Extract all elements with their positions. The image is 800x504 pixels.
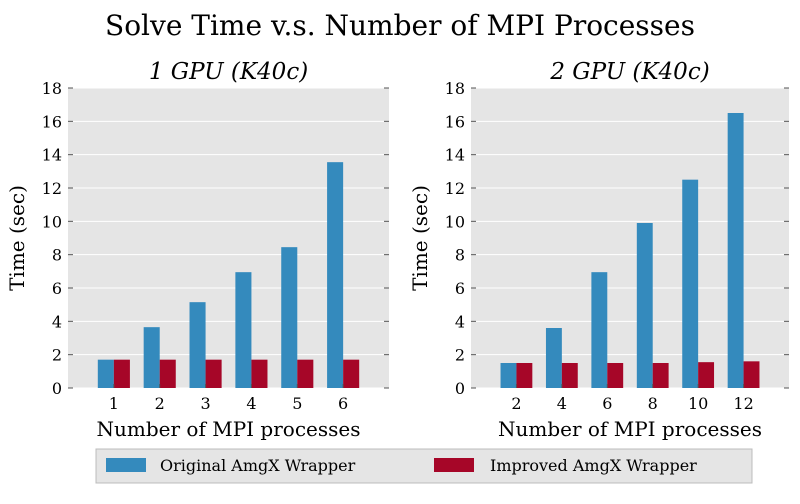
p2-xtick-label: 6 — [602, 394, 612, 413]
p2-ytick-label: 4 — [455, 312, 465, 331]
p1-xtick-label: 2 — [155, 394, 165, 413]
p2-ytick-label: 12 — [445, 179, 465, 198]
p2-ytick-label: 2 — [455, 346, 465, 365]
p2-xtick-label: 8 — [648, 394, 658, 413]
p2-ytick-label: 10 — [445, 212, 465, 231]
figure-title: Solve Time v.s. Number of MPI Processes — [105, 9, 695, 42]
p2-bar-improved — [607, 363, 624, 388]
p1-bar-improved — [205, 359, 222, 388]
p2-bar-original — [500, 363, 517, 388]
p2-xtick-label: 4 — [557, 394, 567, 413]
p1-bar-original — [281, 247, 298, 388]
p1-bar-original — [189, 302, 206, 388]
p1-ytick-label: 2 — [52, 346, 62, 365]
legend-swatch-original — [106, 458, 146, 472]
legend-label-original: Original AmgX Wrapper — [160, 456, 356, 475]
p1-bar-improved — [251, 359, 268, 388]
p2-bar-original — [545, 328, 562, 388]
p2-bar-improved — [652, 363, 669, 388]
legend: Original AmgX Wrapper Improved AmgX Wrap… — [95, 448, 753, 484]
p2-y-axis-label: Time (sec) — [408, 185, 432, 291]
p2-bar-original — [682, 179, 699, 388]
p2-xtick-label: 12 — [733, 394, 753, 413]
p2-bar-original — [636, 223, 653, 388]
p2-ytick-label: 0 — [455, 379, 465, 398]
p1-xtick-label: 4 — [246, 394, 256, 413]
legend-label-improved: Improved AmgX Wrapper — [490, 456, 697, 475]
p1-xtick-label: 1 — [109, 394, 119, 413]
p1-ytick-label: 18 — [42, 79, 62, 98]
p1-bar-original — [235, 272, 252, 388]
p2-ytick-label: 8 — [455, 246, 465, 265]
p1-ytick-label: 12 — [42, 179, 62, 198]
p1-ytick-label: 16 — [42, 112, 62, 131]
p1-ytick-label: 4 — [52, 312, 62, 331]
p1-ytick-label: 10 — [42, 212, 62, 231]
p1-ytick-label: 0 — [52, 379, 62, 398]
legend-frame — [95, 448, 753, 484]
p2-bar-original — [591, 272, 608, 388]
p1-ytick-label: 8 — [52, 246, 62, 265]
p1-panel-title: 1 GPU (K40c) — [149, 59, 308, 85]
p1-xtick-label: 5 — [292, 394, 302, 413]
p2-xtick-label: 10 — [688, 394, 708, 413]
p2-x-axis-label: Number of MPI processes — [498, 417, 762, 441]
panel-2gpu: 0 2 4 6 8 10 12 14 16 18 2 4 6 8 10 12 2 GPU (K40c) Numbe… — [408, 59, 789, 441]
p1-bar-improved — [297, 359, 314, 388]
p1-x-axis-label: Number of MPI processes — [97, 417, 361, 441]
p1-ytick-label: 6 — [52, 279, 62, 298]
p2-panel-title: 2 GPU (K40c) — [549, 59, 709, 85]
legend-swatch-improved — [434, 458, 474, 472]
p1-xtick-label: 3 — [200, 394, 210, 413]
p2-ytick-label: 18 — [445, 79, 465, 98]
p2-ytick-label: 14 — [445, 146, 465, 165]
p2-bar-improved — [516, 363, 533, 388]
p1-bar-original — [97, 359, 114, 388]
p1-bar-improved — [343, 359, 360, 388]
p2-ytick-label: 16 — [445, 112, 465, 131]
p2-bar-improved — [698, 362, 715, 388]
p2-xtick-label: 2 — [511, 394, 521, 413]
p1-bar-improved — [113, 359, 130, 388]
p1-ytick-label: 14 — [42, 146, 62, 165]
p2-bar-original — [727, 113, 744, 388]
p2-ytick-label: 6 — [455, 279, 465, 298]
p2-bar-improved — [743, 361, 760, 388]
p1-bar-improved — [159, 359, 176, 388]
p1-y-axis-label: Time (sec) — [5, 185, 29, 291]
p1-bar-original — [327, 162, 344, 388]
p1-bar-original — [143, 327, 160, 388]
p2-bar-improved — [561, 363, 578, 388]
p1-xtick-label: 6 — [338, 394, 348, 413]
